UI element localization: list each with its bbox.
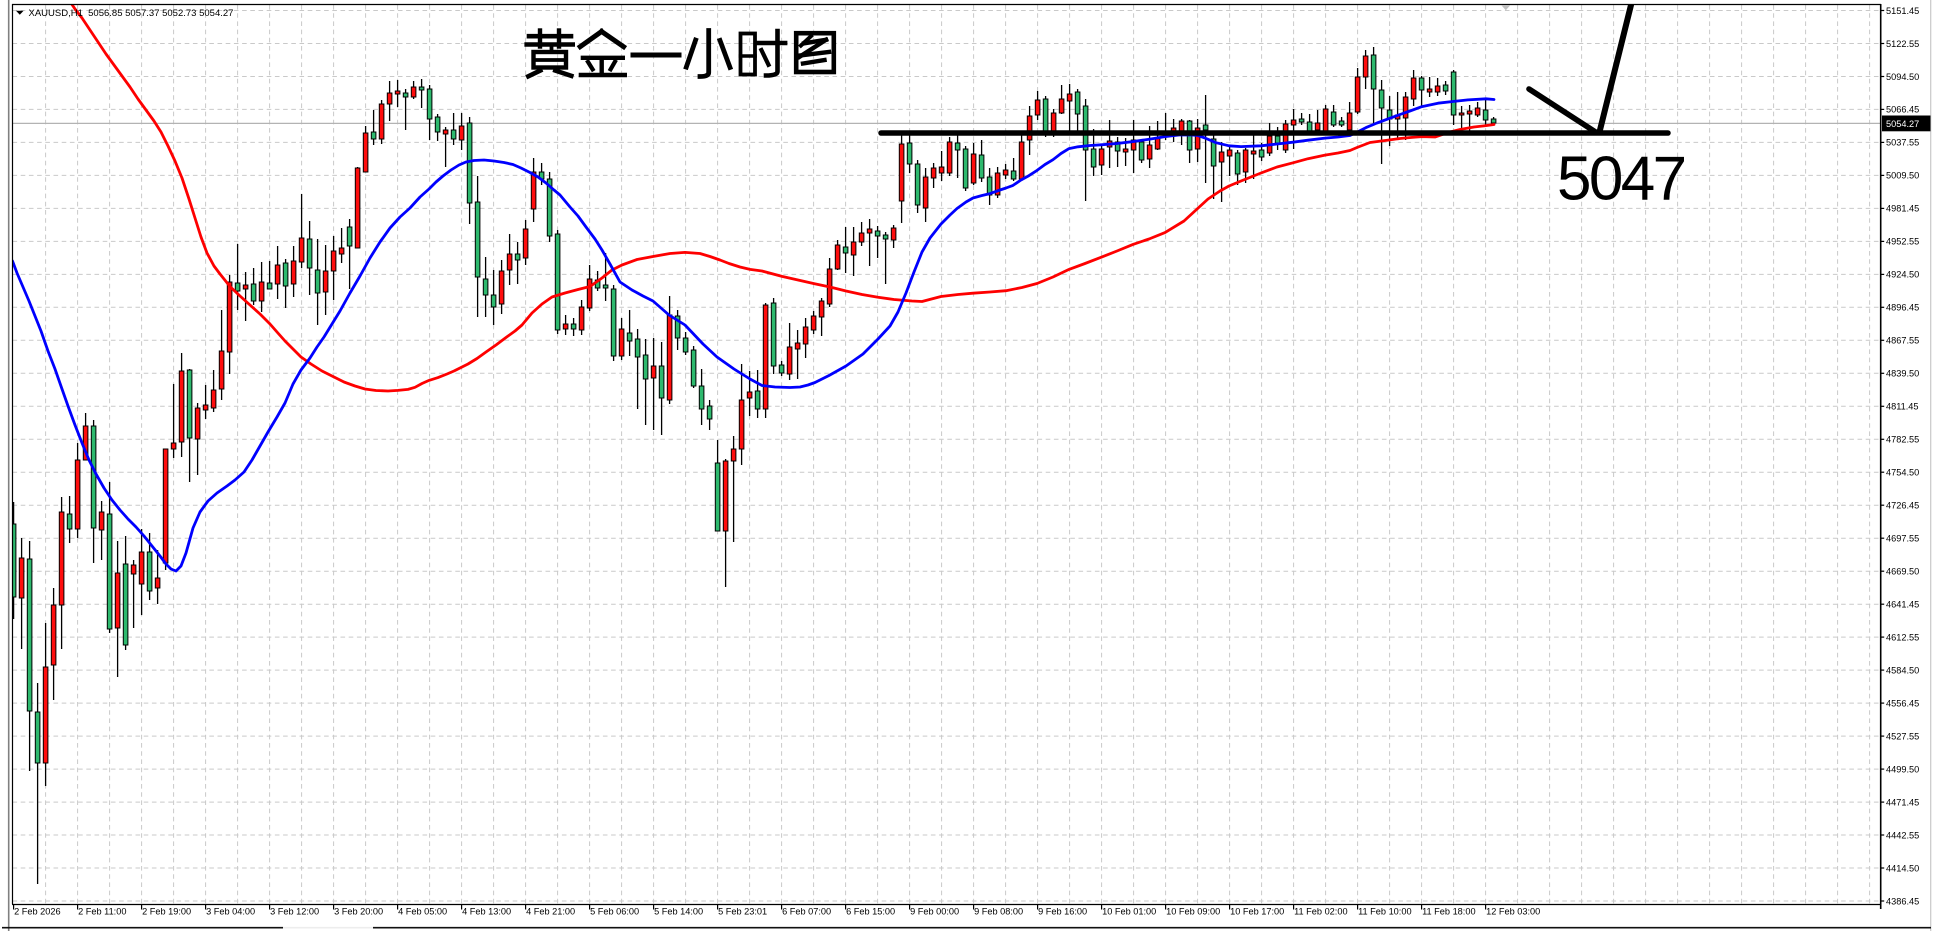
svg-text:4442.55: 4442.55	[1886, 830, 1919, 840]
svg-text:9 Feb 00:00: 9 Feb 00:00	[910, 907, 959, 917]
svg-text:4726.45: 4726.45	[1886, 501, 1919, 511]
svg-text:10 Feb 01:00: 10 Feb 01:00	[1102, 907, 1156, 917]
svg-text:4754.50: 4754.50	[1886, 468, 1919, 478]
svg-text:5 Feb 23:01: 5 Feb 23:01	[718, 907, 767, 917]
svg-text:6 Feb 07:00: 6 Feb 07:00	[782, 907, 831, 917]
svg-text:4386.45: 4386.45	[1886, 896, 1919, 906]
svg-text:2 Feb 11:00: 2 Feb 11:00	[78, 907, 126, 917]
svg-text:12 Feb 03:00: 12 Feb 03:00	[1486, 907, 1540, 917]
svg-text:5037.55: 5037.55	[1886, 138, 1919, 148]
svg-text:11 Feb 02:00: 11 Feb 02:00	[1294, 907, 1347, 917]
svg-text:4867.55: 4867.55	[1886, 336, 1919, 346]
svg-text:4697.55: 4697.55	[1886, 534, 1919, 544]
svg-text:4952.55: 4952.55	[1886, 237, 1919, 247]
svg-text:4414.50: 4414.50	[1886, 863, 1919, 873]
svg-text:5054.27: 5054.27	[1886, 119, 1919, 129]
svg-text:5 Feb 06:00: 5 Feb 06:00	[590, 907, 639, 917]
svg-text:4 Feb 21:00: 4 Feb 21:00	[526, 907, 575, 917]
svg-text:9 Feb 16:00: 9 Feb 16:00	[1038, 907, 1087, 917]
svg-text:5009.50: 5009.50	[1886, 171, 1919, 181]
svg-text:4471.45: 4471.45	[1886, 797, 1919, 807]
svg-text:4527.55: 4527.55	[1886, 731, 1919, 741]
svg-text:11 Feb 18:00: 11 Feb 18:00	[1422, 907, 1475, 917]
svg-text:3 Feb 04:00: 3 Feb 04:00	[206, 907, 255, 917]
svg-text:10 Feb 09:00: 10 Feb 09:00	[1166, 907, 1220, 917]
svg-text:XAUUSD,H1 5056.85 5057.37 505: XAUUSD,H1 5056.85 5057.37 5052.73 5054.2…	[29, 8, 234, 19]
svg-text:4981.45: 4981.45	[1886, 204, 1919, 214]
svg-text:5094.50: 5094.50	[1886, 72, 1919, 82]
svg-text:4641.45: 4641.45	[1886, 600, 1919, 610]
svg-text:2 Feb 2026: 2 Feb 2026	[14, 907, 61, 917]
svg-text:4924.50: 4924.50	[1886, 270, 1919, 280]
svg-text:4839.50: 4839.50	[1886, 369, 1919, 379]
svg-text:4556.45: 4556.45	[1886, 698, 1919, 708]
svg-text:4782.55: 4782.55	[1886, 435, 1919, 445]
svg-text:4499.50: 4499.50	[1886, 764, 1919, 774]
svg-text:10 Feb 17:00: 10 Feb 17:00	[1230, 907, 1284, 917]
svg-text:5122.55: 5122.55	[1886, 39, 1919, 49]
svg-text:6 Feb 15:00: 6 Feb 15:00	[846, 907, 895, 917]
svg-text:5 Feb 14:00: 5 Feb 14:00	[654, 907, 703, 917]
svg-text:3 Feb 20:00: 3 Feb 20:00	[334, 907, 383, 917]
svg-text:5151.45: 5151.45	[1886, 6, 1919, 16]
svg-text:4811.45: 4811.45	[1886, 402, 1919, 412]
svg-text:9 Feb 08:00: 9 Feb 08:00	[974, 907, 1023, 917]
svg-text:4896.45: 4896.45	[1886, 303, 1919, 313]
svg-text:4612.55: 4612.55	[1886, 632, 1919, 642]
svg-text:5047: 5047	[1557, 145, 1685, 214]
svg-text:4584.50: 4584.50	[1886, 665, 1919, 675]
svg-text:2 Feb 19:00: 2 Feb 19:00	[142, 907, 191, 917]
svg-text:4 Feb 05:00: 4 Feb 05:00	[398, 907, 447, 917]
svg-text:3 Feb 12:00: 3 Feb 12:00	[270, 907, 319, 917]
svg-text:5066.45: 5066.45	[1886, 105, 1919, 115]
svg-text:4669.50: 4669.50	[1886, 567, 1919, 577]
svg-text:4 Feb 13:00: 4 Feb 13:00	[462, 907, 511, 917]
svg-text:11 Feb 10:00: 11 Feb 10:00	[1358, 907, 1411, 917]
